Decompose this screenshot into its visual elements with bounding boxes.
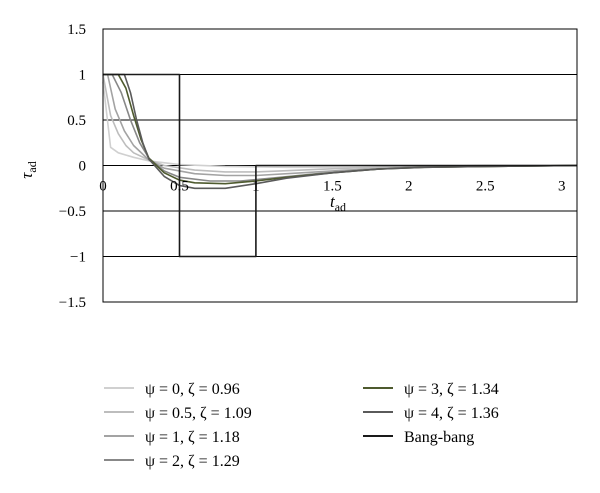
- legend-label-1: ψ = 0.5, ζ = 1.09: [145, 405, 252, 422]
- y-tick-label-2: 0.5: [67, 113, 86, 129]
- legend-label-5: ψ = 4, ζ = 1.36: [404, 405, 499, 422]
- series-lines: [102, 73, 578, 258]
- x-tick-label-6: 3: [558, 179, 566, 195]
- y-axis-label-sub: ad: [25, 161, 39, 172]
- legend: ψ = 0, ζ = 0.96 ψ = 0.5, ζ = 1.09 ψ = 1, ζ…: [104, 381, 499, 470]
- y-tick-label-1: 1: [79, 68, 87, 84]
- plot-area-frame: [102, 28, 578, 303]
- legend-label-3: ψ = 2, ζ = 1.29: [145, 453, 240, 470]
- x-axis-label-main: t: [330, 192, 336, 211]
- y-axis-label: τad: [17, 161, 39, 178]
- x-tick-labels: 0 0.5 1 1.5 2 2.5 3: [99, 179, 565, 195]
- y-tick-label-3: 0: [79, 159, 87, 175]
- x-axis-label-sub: ad: [335, 200, 346, 214]
- x-tick-label-2: 1: [252, 179, 260, 195]
- y-axis-label-main: τ: [17, 172, 36, 179]
- x-axis-label: tad: [330, 192, 346, 214]
- series-line-1: [102, 74, 577, 173]
- series-line-0: [102, 81, 577, 169]
- series-line-2: [103, 73, 578, 177]
- x-tick-label-4: 2: [405, 179, 413, 195]
- y-tick-label-0: 1.5: [67, 22, 86, 38]
- series-line-6: [103, 73, 577, 258]
- x-tick-label-1: 0.5: [170, 179, 189, 195]
- series-line-5: [103, 73, 578, 190]
- y-tick-label-6: −1.5: [59, 295, 86, 311]
- legend-label-4: ψ = 3, ζ = 1.34: [404, 381, 499, 398]
- y-tick-label-5: −1: [70, 250, 86, 266]
- legend-label-2: ψ = 1, ζ = 1.18: [145, 429, 240, 446]
- legend-label-6: Bang-bang: [404, 429, 474, 446]
- x-tick-label-3: 1.5: [323, 179, 342, 195]
- legend-label-0: ψ = 0, ζ = 0.96: [145, 381, 240, 398]
- y-tick-label-4: −0.5: [59, 204, 86, 220]
- x-tick-label-0: 0: [99, 179, 107, 195]
- y-tick-labels: 1.5 1 0.5 0 −0.5 −1 −1.5: [59, 22, 86, 311]
- x-tick-label-5: 2.5: [476, 179, 495, 195]
